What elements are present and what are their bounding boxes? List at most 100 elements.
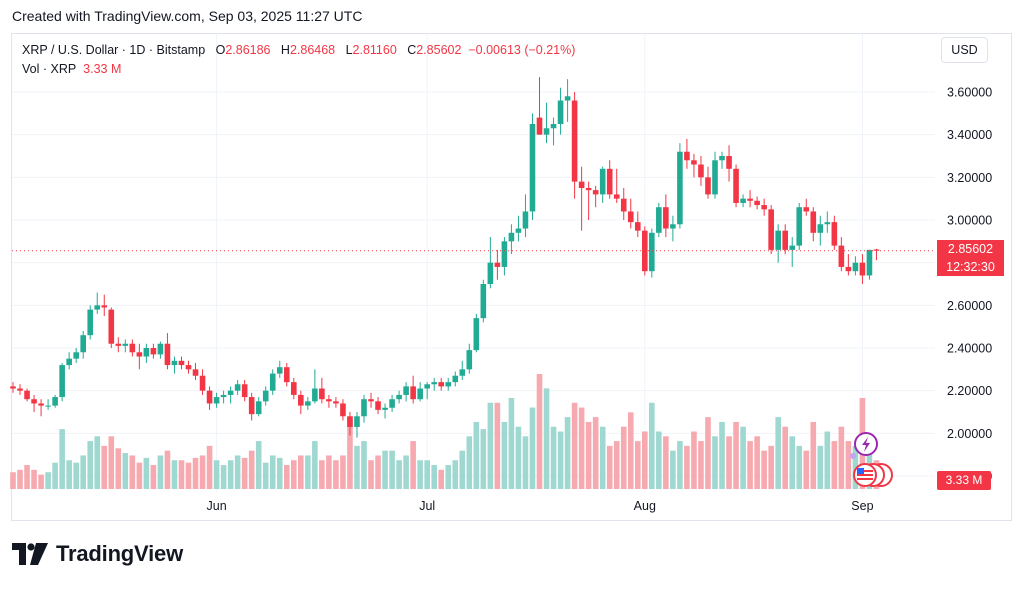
volume-label[interactable]: Vol · XRP — [22, 62, 77, 76]
candle-body — [634, 222, 641, 231]
candle — [333, 397, 339, 408]
volume-bar — [157, 455, 164, 489]
candle-body — [143, 348, 150, 357]
volume-bar — [122, 453, 129, 489]
x-tick-label: Jun — [207, 499, 227, 513]
candle — [606, 160, 613, 199]
candle-body — [298, 394, 304, 406]
candle — [305, 397, 311, 410]
volume-bar — [262, 462, 269, 489]
candle-body — [529, 124, 536, 212]
volume-bar — [185, 462, 192, 489]
candle — [389, 394, 395, 412]
currency-button[interactable]: USD — [941, 37, 988, 63]
volume-bar — [663, 436, 669, 489]
volume-bar — [150, 465, 157, 489]
volume-bar — [543, 388, 550, 489]
volume-bar — [838, 426, 845, 489]
volume-bar — [66, 460, 72, 489]
candle — [10, 382, 16, 393]
candle-body — [122, 343, 129, 346]
candle-body — [255, 401, 262, 415]
volume-bar — [571, 402, 578, 489]
low-value: 2.81160 — [352, 43, 397, 57]
candle-body — [31, 399, 37, 404]
candle-body — [361, 399, 367, 417]
candle — [824, 211, 831, 233]
volume-bar — [396, 460, 402, 489]
volume-bar — [382, 450, 388, 489]
volume-bar — [164, 450, 171, 489]
volume-bar — [178, 460, 185, 489]
candle-body — [740, 198, 746, 203]
candle-body — [192, 369, 199, 376]
volume-bar — [761, 450, 767, 489]
candle-body — [396, 394, 402, 400]
candle — [670, 215, 676, 242]
candle — [206, 386, 213, 410]
volume-bar — [494, 402, 501, 489]
event-icons — [850, 432, 893, 487]
candle-body — [73, 352, 79, 359]
lightning-icon[interactable] — [850, 432, 878, 459]
y-tick-label: 3.20000 — [947, 171, 992, 185]
candle-body — [108, 309, 115, 344]
volume-bar — [487, 402, 494, 489]
candle — [613, 168, 620, 203]
y-tick-label: 2.40000 — [947, 342, 992, 356]
candle — [368, 392, 374, 408]
candle — [726, 145, 732, 182]
volume-bar — [333, 460, 339, 489]
candle-body — [354, 416, 360, 427]
tradingview-logo-icon — [12, 543, 48, 565]
volume-bar — [73, 462, 79, 489]
tradingview-brand[interactable]: TradingView — [12, 541, 183, 567]
candle — [747, 190, 753, 208]
candle-body — [269, 373, 276, 391]
candle — [87, 305, 94, 340]
candle — [796, 202, 803, 250]
candle — [571, 92, 578, 199]
candle-body — [10, 386, 16, 389]
volume-bar — [80, 455, 86, 489]
candle — [143, 343, 150, 363]
volume-bar — [213, 460, 220, 489]
volume-bar — [845, 441, 852, 489]
volume-bar — [719, 421, 725, 489]
candle — [852, 256, 859, 276]
candle-body — [24, 390, 30, 400]
candle — [129, 339, 136, 357]
high-value: 2.86468 — [289, 43, 336, 57]
candle — [578, 166, 585, 231]
candle-body — [873, 249, 880, 251]
candle — [101, 294, 108, 316]
volume-bar — [564, 417, 571, 489]
volume-bar — [129, 455, 136, 489]
candle-body — [733, 168, 739, 203]
candle-body — [424, 384, 430, 389]
candle-body — [283, 367, 290, 383]
volume-bar — [684, 445, 690, 489]
x-tick-label: Sep — [851, 499, 873, 513]
candle — [691, 153, 697, 178]
us-flag-event-icon[interactable] — [853, 463, 893, 487]
candle-body — [80, 335, 86, 353]
candle — [178, 356, 185, 370]
candle — [543, 102, 550, 144]
candle-body — [480, 284, 487, 319]
candle-body — [775, 230, 781, 250]
candle — [473, 313, 480, 353]
volume-bar — [810, 421, 817, 489]
candle-body — [698, 164, 704, 178]
candle — [291, 377, 297, 400]
volume-bar — [340, 455, 346, 489]
candle-body — [164, 343, 171, 366]
symbol-description[interactable]: XRP / U.S. Dollar · 1D · Bitstamp — [22, 43, 206, 57]
candle — [789, 237, 796, 267]
volume-bar — [634, 441, 641, 489]
volume-bar — [789, 436, 796, 489]
volume-bar — [782, 426, 788, 489]
candle — [803, 198, 810, 216]
candle — [740, 194, 746, 208]
